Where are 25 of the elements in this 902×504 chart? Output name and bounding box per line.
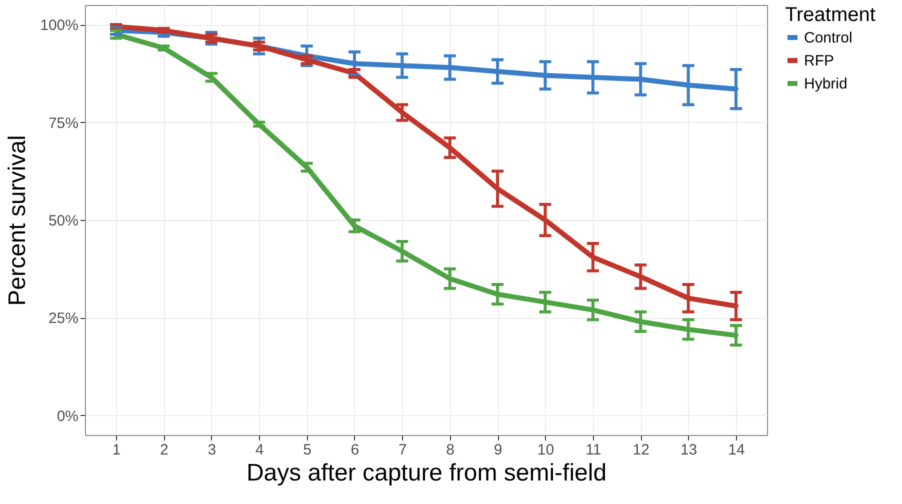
legend-title: Treatment bbox=[785, 4, 876, 26]
y-axis-title: Percent survival bbox=[4, 135, 32, 306]
x-tick-label: 6 bbox=[350, 442, 360, 458]
legend-label: RFP bbox=[804, 52, 834, 70]
legend-label: Hybrid bbox=[804, 76, 848, 92]
y-tick-label: 25% bbox=[48, 310, 78, 328]
x-tick-label: 5 bbox=[303, 442, 312, 458]
x-tick-label: 12 bbox=[632, 442, 650, 458]
x-tick-label: 14 bbox=[728, 442, 745, 458]
x-tick-label: 4 bbox=[255, 442, 264, 458]
x-tick-label: 9 bbox=[494, 442, 502, 458]
x-tick-label: 11 bbox=[586, 442, 602, 458]
x-axis-title: Days after capture from semi-field bbox=[246, 460, 607, 486]
y-tick-label: 0% bbox=[56, 408, 78, 425]
x-tick-label: 8 bbox=[446, 442, 455, 458]
x-tick-label: 1 bbox=[112, 442, 121, 458]
legend-label: Control bbox=[804, 30, 852, 46]
x-tick-label: 7 bbox=[398, 442, 407, 458]
x-tick-label: 13 bbox=[680, 442, 698, 458]
y-tick-label: 50% bbox=[48, 212, 78, 230]
y-tick-label: 75% bbox=[48, 114, 78, 132]
x-tick-label: 3 bbox=[208, 442, 216, 458]
y-tick-label: 100% bbox=[40, 17, 78, 34]
x-tick-label: 10 bbox=[537, 442, 554, 458]
x-tick-label: 2 bbox=[160, 442, 168, 458]
